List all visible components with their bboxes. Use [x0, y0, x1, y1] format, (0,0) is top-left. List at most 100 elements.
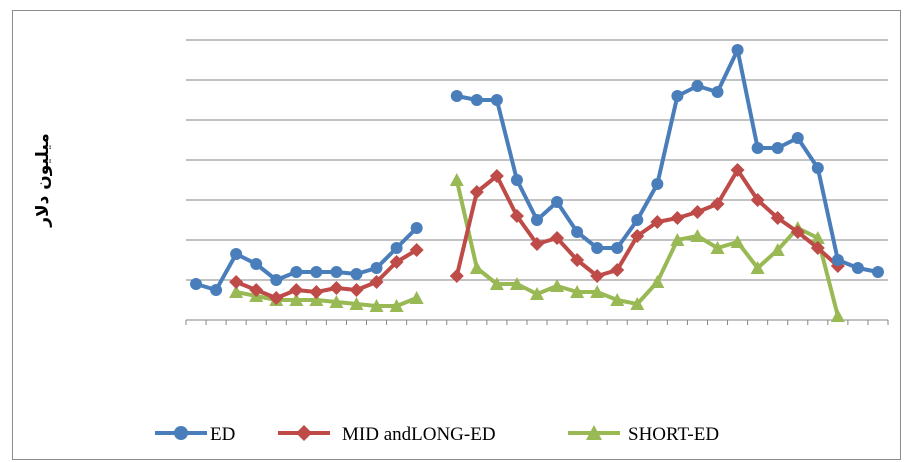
data-point: [811, 162, 824, 174]
data-point: [670, 211, 685, 225]
data-point: [309, 285, 324, 299]
data-point: [229, 275, 244, 289]
series-line: [454, 168, 840, 278]
data-point: [830, 309, 845, 322]
data-point: [269, 291, 284, 305]
data-point: [570, 285, 585, 298]
series-line: [456, 48, 879, 274]
data-point: [710, 197, 725, 211]
data-point: [710, 241, 725, 254]
data-point: [450, 90, 463, 102]
data-point: [730, 235, 745, 248]
data-point: [329, 295, 344, 308]
data-point: [690, 229, 705, 242]
data-point: [369, 275, 384, 289]
series-ed: [190, 44, 884, 296]
legend-swatch-marker: [586, 425, 602, 440]
data-point: [730, 163, 745, 177]
data-point: [470, 94, 483, 106]
data-point: [229, 285, 244, 298]
data-point: [610, 263, 625, 277]
data-point: [770, 243, 785, 256]
data-point: [590, 269, 605, 283]
x-axis: [185, 319, 889, 325]
data-point: [509, 209, 524, 223]
data-point: [469, 185, 484, 199]
data-point: [611, 242, 624, 254]
data-point: [631, 214, 644, 226]
data-point: [591, 242, 604, 254]
data-point: [551, 196, 564, 208]
data-point: [711, 86, 724, 98]
y-axis-label: میلیون دلار: [33, 133, 53, 228]
legend-label: MID andLONG-ED: [342, 424, 496, 445]
data-point: [590, 285, 605, 298]
data-point: [190, 278, 203, 290]
data-point: [610, 293, 625, 306]
data-point: [851, 262, 864, 274]
data-point: [810, 231, 825, 244]
data-point: [509, 277, 524, 290]
data-point: [550, 231, 565, 245]
data-point: [530, 237, 544, 251]
data-point: [349, 297, 364, 310]
data-point: [791, 132, 804, 144]
data-point: [570, 253, 585, 267]
data-point: [410, 222, 423, 234]
series-line: [235, 248, 418, 300]
data-point: [630, 229, 645, 243]
data-point: [750, 193, 765, 207]
data-point: [250, 258, 263, 270]
legend-swatch-marker: [174, 426, 188, 440]
data-point: [390, 242, 403, 254]
series-layer: [190, 44, 884, 322]
legend-item: ED: [155, 424, 235, 445]
data-point: [750, 261, 765, 274]
data-point: [389, 299, 404, 312]
data-point: [409, 243, 424, 257]
data-point: [691, 80, 704, 92]
data-point: [770, 211, 785, 225]
data-point: [310, 266, 323, 278]
data-point: [531, 214, 543, 226]
data-point: [810, 241, 825, 255]
data-point: [309, 293, 324, 306]
data-point: [751, 142, 764, 154]
data-point: [690, 205, 705, 219]
chart-frame: [12, 10, 901, 460]
data-point: [630, 297, 645, 310]
data-point: [550, 279, 565, 292]
data-point: [289, 293, 304, 306]
data-point: [210, 284, 223, 296]
data-point: [370, 262, 383, 274]
data-point: [350, 268, 363, 280]
data-point: [831, 254, 844, 266]
data-point: [489, 169, 504, 183]
data-point: [650, 275, 665, 288]
legend-item: SHORT-ED: [568, 424, 719, 445]
data-point: [249, 283, 264, 297]
data-point: [510, 174, 523, 186]
data-point: [871, 266, 884, 278]
legend-item: MID andLONG-ED: [278, 424, 496, 445]
legend-label: ED: [210, 424, 235, 445]
data-point: [270, 274, 283, 286]
data-point: [731, 44, 744, 56]
series-line: [235, 290, 418, 308]
data-point: [489, 277, 504, 290]
data-point: [771, 142, 784, 154]
series-short-ed: [229, 173, 845, 322]
data-point: [650, 215, 665, 229]
legend-swatch-marker: [296, 425, 312, 441]
data-point: [571, 226, 584, 238]
data-point: [409, 291, 424, 304]
data-point: [671, 90, 684, 102]
gridlines: [186, 39, 888, 281]
legend: ED MID andLONG-ED SHORT-ED: [155, 424, 719, 445]
series-line: [195, 226, 419, 292]
data-point: [289, 283, 304, 297]
data-point: [329, 281, 344, 295]
data-point: [490, 94, 503, 106]
data-point: [469, 261, 484, 274]
